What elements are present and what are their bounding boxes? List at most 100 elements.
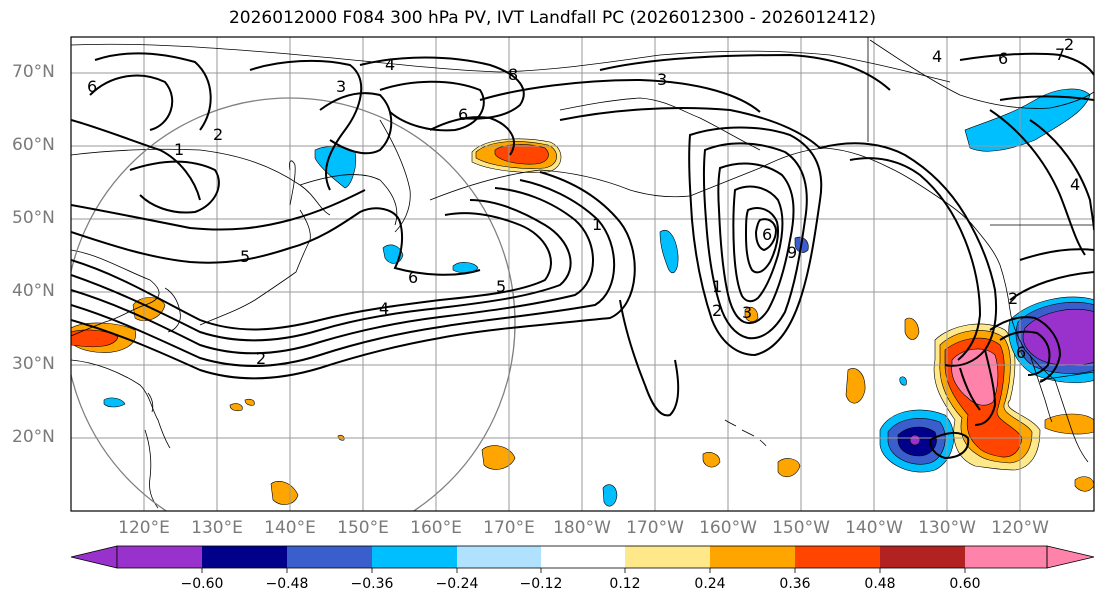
contour-label-21: 4 — [932, 47, 942, 66]
lon-label-130e: 130°E — [191, 518, 243, 538]
lon-label-160e: 160°E — [410, 518, 462, 538]
positive-anomaly-bering-core — [494, 144, 549, 165]
contour-label-7: 5 — [240, 247, 250, 266]
negative-anomaly-central — [659, 230, 679, 274]
contour-label-24: 6 — [1016, 343, 1026, 362]
positive-anomaly-tiny-9 — [744, 306, 759, 322]
colorbar-segment-5 — [457, 546, 541, 568]
contour-label-8: 6 — [408, 268, 418, 287]
negative-anomaly-west-pacific — [103, 397, 126, 408]
lat-label-30n: 30°N — [12, 354, 55, 374]
colorbar-segment-2 — [202, 546, 287, 568]
colorbar-segment-8 — [710, 546, 795, 568]
lat-label-50n: 50°N — [12, 208, 55, 228]
coast-us-west — [999, 264, 1056, 381]
coast-bc — [889, 167, 1001, 266]
contour-label-9: 5 — [496, 277, 506, 296]
contour-label-16: 1 — [712, 277, 722, 296]
lon-label-150e: 150°E — [337, 518, 389, 538]
colorbar-segment-6 — [541, 546, 625, 568]
positive-anomaly-east-asia-core — [71, 329, 119, 348]
positive-anomaly-tiny-4 — [702, 452, 721, 468]
pv-contours — [71, 52, 1094, 460]
contour-label-2: 4 — [385, 55, 395, 74]
positive-anomaly-tiny-6 — [270, 481, 299, 505]
negative-anomaly-alaska-ne — [964, 88, 1091, 152]
colorbar-tick-1: −0.60 — [180, 576, 224, 592]
contour-label-17: 2 — [712, 301, 722, 320]
map-frame — [70, 36, 1095, 512]
colorbar — [70, 545, 1095, 573]
colorbar-segment-9 — [795, 546, 880, 568]
colorbar-segment-11 — [965, 546, 1047, 568]
coast-okhotsk — [299, 174, 398, 226]
colorbar-tick-8: 0.36 — [779, 576, 811, 592]
lon-label-140e: 140°E — [264, 518, 316, 538]
coast-arctic — [71, 43, 951, 83]
negative-anomaly-south — [602, 484, 618, 507]
contour-label-6: 2 — [213, 125, 223, 144]
lon-label-180w: 180°W — [553, 518, 611, 538]
coast-alaska-west — [559, 97, 761, 151]
colorbar-extend-high — [1046, 545, 1095, 569]
colorbar-segment-10 — [880, 546, 965, 568]
positive-anomaly-tiny-8 — [1074, 476, 1094, 492]
positive-anomaly-tiny-1 — [904, 317, 920, 340]
coast-sakhalin — [289, 160, 296, 206]
negative-anomaly-tiny-1 — [899, 376, 907, 386]
contour-label-19: 3 — [742, 303, 752, 322]
coast-china-south — [71, 359, 171, 449]
coastlines — [71, 37, 1094, 509]
lon-label-150w: 150°W — [772, 518, 830, 538]
contour-label-20: 2 — [1008, 289, 1018, 308]
positive-anomaly-tiny-2 — [845, 368, 866, 404]
lon-label-120w: 120°W — [991, 518, 1049, 538]
contour-label-15: 6 — [87, 77, 97, 96]
border-us-mexico — [1039, 371, 1094, 381]
lat-label-20n: 20°N — [12, 427, 55, 447]
colorbar-tick-3: −0.36 — [350, 576, 394, 592]
landfall-radius-circle — [71, 97, 516, 511]
lon-label-120e: 120°E — [118, 518, 170, 538]
contour-label-13: 1 — [592, 215, 602, 234]
contour-label-14: 3 — [657, 70, 667, 89]
colorbar-tick-6: 0.12 — [609, 576, 641, 592]
map-title: 2026012000 F084 300 hPa PV, IVT Landfall… — [228, 8, 876, 28]
lat-label-40n: 40°N — [12, 281, 55, 301]
contour-label-12: 6 — [762, 225, 772, 244]
coast-kamchatka — [379, 119, 411, 233]
positive-anomaly-tiny-3 — [481, 445, 516, 470]
colorbar-extend-low — [70, 545, 118, 569]
contour-label-1: 3 — [336, 77, 346, 96]
contour-labels: 3 4 6 8 1 2 5 6 5 4 2 6 1 3 6 1 2 9 3 2 … — [87, 35, 1080, 368]
positive-anomaly-tiny-11 — [244, 398, 255, 406]
lon-label-160w: 160°W — [699, 518, 757, 538]
contour-label-18: 9 — [787, 243, 797, 262]
contour-label-22: 6 — [998, 49, 1008, 68]
colorbar-tick-7: 0.24 — [694, 576, 726, 592]
coast-philippines — [144, 429, 159, 509]
contour-label-26: 2 — [1064, 35, 1074, 54]
lon-label-170e: 170°E — [483, 518, 535, 538]
positive-anomaly-tiny-5 — [777, 458, 801, 478]
contour-label-10: 4 — [379, 299, 389, 318]
pv-anomaly-shading — [71, 88, 1094, 507]
lat-label-60n: 60°N — [12, 135, 55, 155]
colorbar-segment-1 — [117, 546, 202, 568]
colorbar-segment-3 — [287, 546, 372, 568]
lon-label-140w: 140°W — [845, 518, 903, 538]
coast-russia-east — [71, 148, 331, 216]
negative-anomaly-kamchatka — [314, 146, 357, 189]
negative-anomaly-pacific-small — [452, 262, 479, 274]
coast-korea — [164, 287, 181, 333]
contour-label-11: 2 — [256, 349, 266, 368]
colorbar-segment-4 — [372, 546, 457, 568]
colorbar-tick-5: −0.12 — [519, 576, 563, 592]
lon-label-170w: 170°W — [626, 518, 684, 538]
colorbar-tick-9: 0.48 — [864, 576, 896, 592]
contour-label-3: 6 — [458, 105, 468, 124]
colorbar-tick-10: 0.60 — [949, 576, 981, 592]
colorbar-segment-7 — [625, 546, 710, 568]
coast-canada-north — [869, 39, 1094, 109]
